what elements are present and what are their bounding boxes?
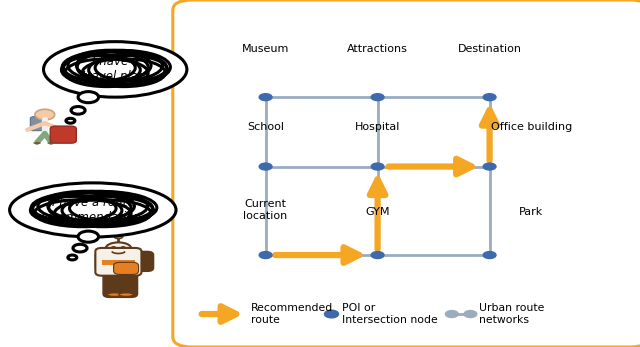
Ellipse shape (106, 242, 131, 255)
Ellipse shape (89, 56, 168, 84)
Text: POI or
Intersection node: POI or Intersection node (342, 303, 438, 325)
Circle shape (259, 252, 272, 259)
Ellipse shape (61, 56, 140, 84)
Circle shape (324, 310, 339, 318)
Ellipse shape (63, 54, 135, 81)
FancyBboxPatch shape (95, 251, 120, 271)
Ellipse shape (30, 196, 122, 225)
Circle shape (73, 244, 87, 252)
Ellipse shape (38, 191, 134, 221)
FancyBboxPatch shape (173, 0, 640, 347)
Circle shape (66, 118, 75, 123)
Ellipse shape (49, 192, 157, 224)
Text: Museum: Museum (242, 44, 289, 53)
Ellipse shape (31, 193, 131, 223)
Circle shape (371, 94, 384, 101)
Ellipse shape (65, 59, 148, 87)
Ellipse shape (119, 293, 133, 296)
FancyBboxPatch shape (115, 268, 138, 297)
Circle shape (483, 94, 496, 101)
Text: Park: Park (519, 207, 543, 217)
Ellipse shape (68, 50, 151, 81)
Ellipse shape (54, 200, 151, 227)
Circle shape (464, 311, 477, 318)
Ellipse shape (62, 52, 148, 83)
Text: I have a
travel plan.: I have a travel plan. (81, 56, 149, 83)
Ellipse shape (108, 293, 122, 296)
Text: I have a route
recommendation.: I have a route recommendation. (40, 196, 145, 224)
Circle shape (35, 109, 54, 120)
Circle shape (371, 252, 384, 259)
Ellipse shape (10, 183, 176, 237)
FancyBboxPatch shape (30, 117, 47, 131)
Circle shape (68, 255, 77, 260)
Text: Office building: Office building (491, 122, 572, 132)
Ellipse shape (48, 191, 148, 221)
Circle shape (120, 246, 125, 249)
Text: Urban route
networks: Urban route networks (479, 303, 544, 325)
Ellipse shape (95, 54, 167, 81)
Circle shape (371, 163, 384, 170)
Circle shape (445, 311, 458, 318)
Ellipse shape (33, 195, 116, 221)
Circle shape (259, 163, 272, 170)
Ellipse shape (70, 195, 153, 221)
Text: GYM: GYM (365, 207, 390, 217)
Text: Hospital: Hospital (355, 122, 400, 132)
FancyBboxPatch shape (103, 268, 126, 297)
Circle shape (111, 246, 116, 249)
Circle shape (114, 234, 123, 239)
FancyBboxPatch shape (102, 260, 135, 265)
Circle shape (78, 92, 99, 103)
Ellipse shape (33, 142, 41, 144)
Ellipse shape (44, 42, 187, 97)
Text: Attractions: Attractions (347, 44, 408, 53)
Ellipse shape (82, 59, 165, 87)
FancyBboxPatch shape (114, 262, 139, 274)
Ellipse shape (35, 200, 131, 227)
FancyBboxPatch shape (129, 251, 154, 271)
Ellipse shape (77, 51, 170, 84)
Text: Current
location: Current location (243, 199, 288, 221)
Text: School: School (247, 122, 284, 132)
Text: Recommended
route: Recommended route (251, 303, 333, 325)
Circle shape (483, 163, 496, 170)
Ellipse shape (47, 142, 55, 144)
Ellipse shape (62, 196, 154, 225)
FancyBboxPatch shape (95, 248, 141, 276)
Circle shape (259, 94, 272, 101)
Ellipse shape (77, 50, 163, 81)
Circle shape (78, 231, 99, 242)
FancyBboxPatch shape (51, 126, 76, 143)
Circle shape (71, 107, 85, 114)
Circle shape (483, 252, 496, 259)
Text: Destination: Destination (458, 44, 522, 53)
